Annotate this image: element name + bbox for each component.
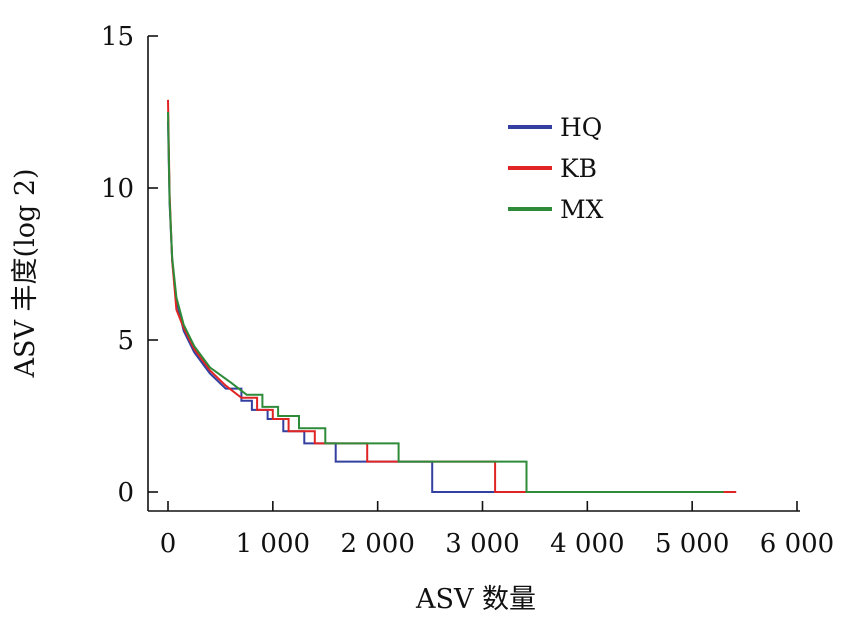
x-tick-label: 0 bbox=[160, 529, 177, 559]
series-line-kb bbox=[167, 99, 737, 493]
x-axis-title: ASV 数量 bbox=[415, 584, 536, 615]
x-tick-label: 1 000 bbox=[236, 529, 310, 559]
x-tick-label: 5 000 bbox=[655, 529, 729, 559]
x-tick-label: 3 000 bbox=[445, 529, 519, 559]
y-tick-label: 0 bbox=[117, 478, 134, 508]
legend: HQ KB MX bbox=[508, 113, 604, 224]
series-line-hq bbox=[167, 121, 724, 493]
x-ticks: 0 1 000 2 000 3 000 4 000 5 000 6 000 bbox=[160, 501, 834, 559]
y-ticks: 0 5 10 15 bbox=[101, 22, 158, 508]
x-tick-label: 6 000 bbox=[760, 529, 834, 559]
x-tick-label: 2 000 bbox=[340, 529, 414, 559]
y-tick-label: 5 bbox=[117, 326, 134, 356]
y-tick-label: 10 bbox=[101, 174, 134, 204]
legend-label-mx: MX bbox=[560, 195, 604, 224]
series-line-mx bbox=[167, 111, 724, 493]
legend-label-hq: HQ bbox=[560, 113, 602, 142]
y-axis-title: ASV 丰度(log 2) bbox=[10, 168, 41, 378]
y-tick-label: 15 bbox=[101, 22, 134, 52]
series-layer bbox=[167, 99, 737, 493]
x-tick-label: 4 000 bbox=[550, 529, 624, 559]
legend-label-kb: KB bbox=[560, 154, 597, 183]
